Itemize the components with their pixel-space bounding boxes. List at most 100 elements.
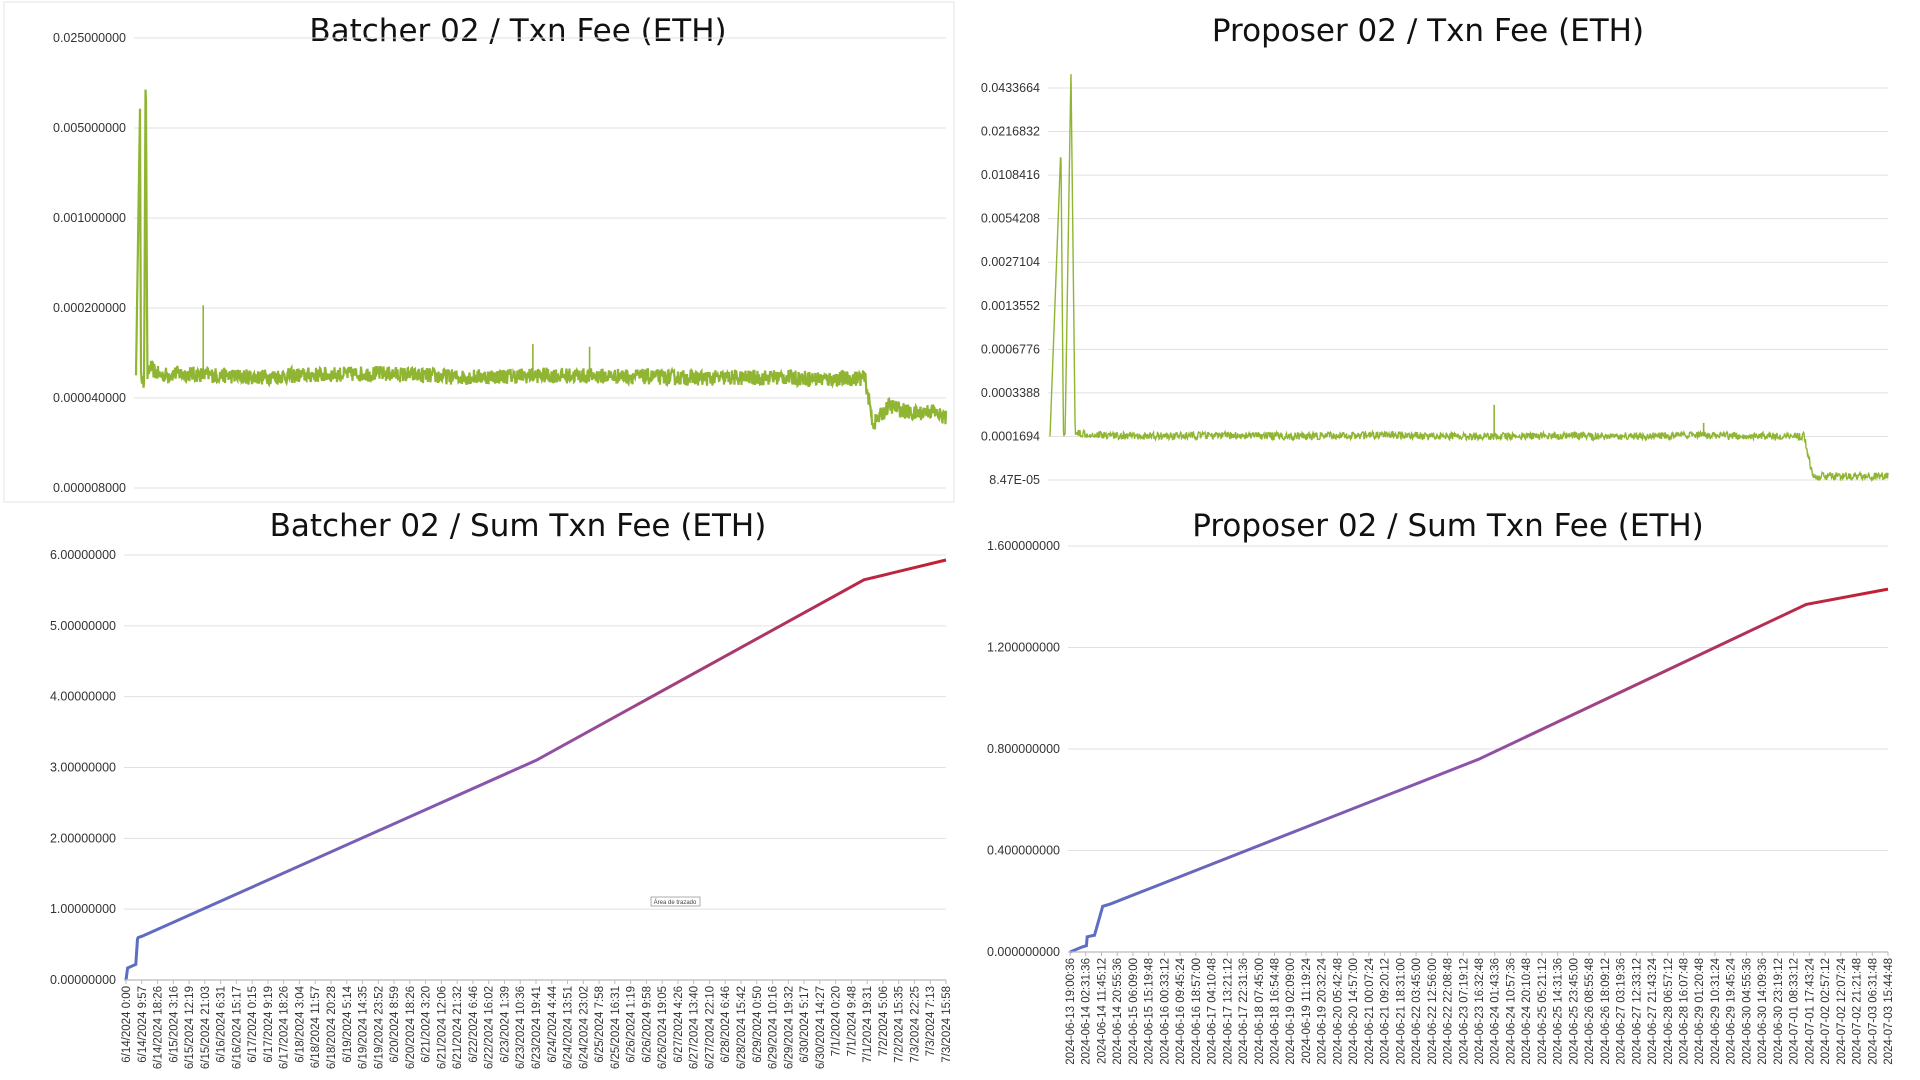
x-tick-label: 6/29/2024 19:32 [783,986,795,1069]
x-tick-label: 6/20/2024 18:26 [405,986,417,1069]
x-tick-label: 6/16/2024 6:31 [216,986,228,1063]
x-tick-label: 6/26/2024 19:05 [657,986,669,1069]
x-tick-label: 2024-06-16 00:33:12 [1159,958,1171,1065]
x-tick-label: 6/18/2024 20:28 [326,986,338,1069]
x-tick-label: 2024-06-28 16:07:48 [1679,958,1691,1065]
x-tick-label: 6/27/2024 13:40 [689,986,701,1069]
y-tick-label: 0.0054208 [981,212,1040,226]
svg-text:Área de trazado: Área de trazado [654,899,697,906]
x-tick-label: 7/2/2024 15:35 [894,986,906,1063]
series-band [1049,74,1889,483]
x-tick-label: 6/14/2024 0:00 [121,986,133,1063]
x-tick-label: 2024-06-17 13:21:12 [1222,958,1234,1065]
x-tick-label: 2024-06-30 23:19:12 [1773,958,1785,1065]
y-tick-label: 0.00000000 [50,973,116,987]
x-tick-label: 2024-06-17 04:10:48 [1207,958,1219,1065]
x-tick-label: 6/29/2024 0:50 [752,986,764,1063]
x-tick-label: 2024-06-22 03:45:00 [1411,958,1423,1065]
x-tick-label: 6/25/2024 7:58 [594,986,606,1063]
x-tick-label: 2024-06-27 03:19:36 [1616,958,1628,1065]
x-tick-label: 2024-06-15 06:09:00 [1128,958,1140,1065]
x-tick-label: 2024-06-19 20:32:24 [1317,957,1329,1064]
x-tick-label: 2024-06-17 22:31:36 [1238,958,1250,1065]
x-tick-label: 2024-06-27 21:43:24 [1647,957,1659,1064]
x-tick-label: 6/28/2024 15:42 [736,986,748,1069]
x-tick-label: 6/22/2024 6:46 [468,986,480,1063]
x-tick-label: 2024-06-21 00:07:24 [1364,957,1376,1064]
x-tick-label: 6/23/2024 1:39 [499,986,511,1063]
x-tick-label: 6/15/2024 12:19 [184,986,196,1069]
x-tick-label: 6/23/2024 19:41 [531,986,543,1069]
x-tick-label: 2024-07-02 21:21:48 [1852,958,1864,1065]
x-tick-label: 6/21/2024 3:20 [421,986,433,1063]
x-tick-label: 7/1/2024 19:31 [862,986,874,1063]
x-tick-label: 6/19/2024 14:35 [358,986,370,1069]
x-tick-label: 6/24/2024 23:02 [578,986,590,1069]
y-tick-label: 5.00000000 [50,619,116,633]
y-tick-label: 1.00000000 [50,902,116,916]
y-tick-label: 0.800000000 [987,742,1060,756]
x-tick-label: 2024-06-26 08:55:48 [1584,958,1596,1065]
y-tick-label: 0.001000000 [53,211,126,225]
x-tick-label: 2024-06-16 09:45:24 [1175,957,1187,1064]
x-tick-label: 2024-06-14 11:45:12 [1096,958,1108,1064]
x-tick-label: 2024-06-15 15:19:48 [1144,958,1156,1065]
x-tick-label: 2024-06-21 09:20:12 [1380,958,1392,1065]
x-tick-label: 2024-06-30 04:55:36 [1741,958,1753,1065]
x-tick-label: 6/15/2024 3:16 [168,986,180,1063]
x-tick-label: 6/14/2024 9:57 [137,986,149,1063]
x-tick-label: 2024-06-19 02:09:00 [1285,958,1297,1065]
x-tick-label: 6/21/2024 21:32 [452,986,464,1069]
x-tick-label: 2024-06-19 11:19:24 [1301,957,1313,1064]
x-tick-label: 6/17/2024 0:15 [247,986,259,1063]
x-tick-label: 6/15/2024 21:03 [200,986,212,1069]
x-tick-label: 7/3/2024 7:13 [925,986,937,1056]
y-tick-label: 4.00000000 [50,690,116,704]
chart-title-proposer-sum: Proposer 02 / Sum Txn Fee (ETH) [1192,508,1704,544]
x-tick-label: 6/22/2024 16:02 [484,986,496,1069]
y-tick-label: 0.400000000 [987,844,1060,858]
x-tick-label: 6/24/2024 13:51 [563,986,575,1069]
x-tick-label: 6/24/2024 4:44 [547,985,559,1062]
x-tick-label: 2024-07-01 08:33:12 [1789,958,1801,1065]
x-tick-label: 2024-06-14 02:31:36 [1081,958,1093,1065]
y-tick-label: 0.0013552 [981,299,1040,313]
y-tick-label: 0.0006776 [981,342,1040,356]
x-tick-label: 6/18/2024 3:04 [294,985,306,1062]
x-tick-label: 6/21/2024 12:06 [436,986,448,1069]
x-tick-label: 2024-06-29 01:20:48 [1694,958,1706,1065]
x-tick-label: 2024-07-03 06:31:48 [1867,958,1879,1065]
x-tick-label: 2024-06-28 06:57:12 [1663,958,1675,1065]
x-tick-label: 6/23/2024 10:36 [515,986,527,1069]
x-tick-label: 7/3/2024 15:58 [941,986,953,1063]
x-tick-label: 2024-06-27 12:33:12 [1631,958,1643,1065]
x-tick-label: 6/30/2024 14:27 [815,986,827,1069]
x-tick-label: 2024-06-29 19:45:24 [1726,957,1738,1064]
y-tick-label: 8.47E-05 [989,473,1040,487]
chart-title-proposer-fee: Proposer 02 / Txn Fee (ETH) [1212,13,1644,49]
x-tick-label: 2024-06-25 05:21:12 [1537,958,1549,1065]
series-band [134,89,948,430]
x-tick-label: 6/19/2024 5:14 [342,985,354,1062]
x-tick-label: 2024-06-26 18:09:12 [1600,958,1612,1065]
chart-batcher-sum: 6.00000000 5.00000000 4.00000000 3.00000000… [50,548,953,1069]
chart-title-batcher-sum: Batcher 02 / Sum Txn Fee (ETH) [270,508,767,544]
y-tick-label: 0.000040000 [53,391,126,405]
chart-proposer-fee: 0.0433664 0.0216832 0.0108416 0.0054208 0.00… [981,69,1889,487]
x-tick-label: 2024-06-18 16:54:48 [1270,958,1282,1065]
x-tick-label: 6/16/2024 15:17 [231,986,243,1069]
x-tick-label: 2024-06-24 10:57:36 [1505,958,1517,1065]
x-tick-label: 2024-06-30 14:09:36 [1757,958,1769,1065]
y-tick-label: 1.200000000 [987,641,1060,655]
x-tick-label: 2024-07-02 02:57:12 [1820,958,1832,1065]
x-tick-label: 2024-06-29 10:31:24 [1710,957,1722,1064]
y-tick-label: 0.0433664 [981,81,1040,95]
y-tick-label: 1.600000000 [987,539,1060,553]
x-tick-label: 6/27/2024 4:26 [673,986,685,1063]
x-tick-label: 6/30/2024 5:17 [799,986,811,1063]
x-tick-label: 2024-07-01 17:43:24 [1804,957,1816,1064]
y-tick-label: 2.00000000 [50,831,116,845]
chart-proposer-sum: 1.600000000 1.200000000 0.800000000 0.40000… [987,539,1895,1065]
y-tick-label: 0.025000000 [53,31,126,45]
